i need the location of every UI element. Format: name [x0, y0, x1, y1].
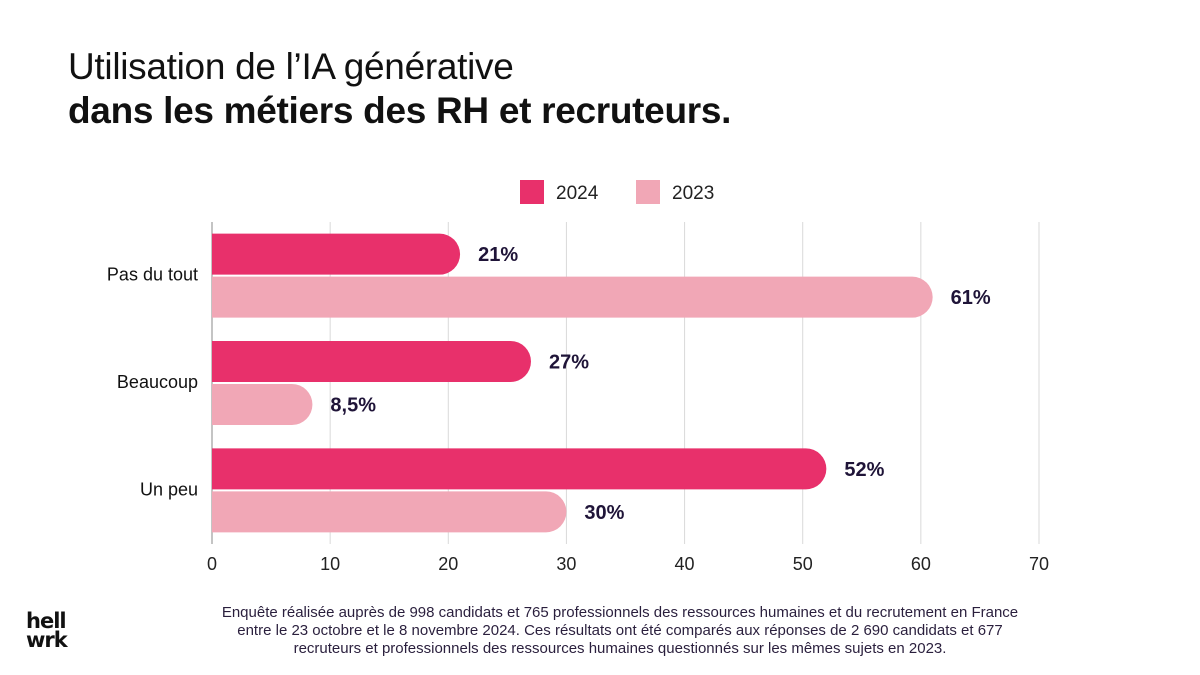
- x-tick-label: 20: [438, 554, 458, 574]
- legend-label: 2023: [672, 183, 714, 204]
- hellowork-logo: hell wrk: [26, 609, 68, 652]
- data-label: 52%: [844, 459, 884, 481]
- footnote: Enquête réalisée auprès de 998 candidats…: [140, 604, 1100, 658]
- gridlines: [211, 222, 1040, 544]
- footnote-line1: Enquête réalisée auprès de 998 candidats…: [221, 604, 1019, 621]
- legend-swatch-2023: [636, 180, 660, 204]
- x-tick-label: 40: [675, 554, 695, 574]
- footnote-line3: recruteurs et professionnels des ressour…: [293, 640, 947, 657]
- data-label: 27%: [549, 352, 589, 374]
- bars: 21% 61% 27% 8,5% 52% 30%: [212, 233, 991, 533]
- chart-title-line2: dans les métiers des RH et recruteurs.: [68, 90, 732, 131]
- category-label: Pas du tout: [107, 265, 198, 285]
- category-label: Un peu: [140, 479, 198, 499]
- chart-title-line1: Utilisation de l’IA générative: [68, 46, 514, 87]
- x-tick-label: 30: [556, 554, 576, 574]
- bar-2024-0: [212, 233, 461, 275]
- data-label: 61%: [951, 287, 991, 309]
- logo-line1: hell: [26, 609, 67, 633]
- legend: 2024 2023: [520, 180, 714, 204]
- x-tick-label: 10: [320, 554, 340, 574]
- x-tick-labels: 0 10 20 30 40 50 60 70: [207, 554, 1049, 574]
- x-tick-label: 60: [911, 554, 931, 574]
- category-labels: Pas du tout Beaucoup Un peu: [107, 265, 198, 500]
- data-label: 21%: [478, 244, 518, 266]
- bar-chart: 21% 61% 27% 8,5% 52% 30% Pas du tout Beaucoup U…: [107, 180, 1049, 574]
- data-label: 30%: [584, 502, 624, 524]
- x-tick-label: 70: [1029, 554, 1049, 574]
- x-tick-label: 50: [793, 554, 813, 574]
- bar-2023-2: [212, 491, 567, 533]
- bar-2023-1: [212, 384, 313, 425]
- x-tick-label: 0: [207, 554, 217, 574]
- bar-2024-2: [212, 448, 827, 490]
- category-label: Beaucoup: [117, 372, 198, 392]
- data-label: 8,5%: [330, 395, 376, 417]
- legend-swatch-2024: [520, 180, 544, 204]
- bar-2024-1: [212, 341, 531, 382]
- legend-label: 2024: [556, 183, 599, 204]
- footnote-line2: entre le 23 octobre et le 8 novembre 202…: [237, 622, 1003, 639]
- bar-2023-0: [212, 276, 933, 318]
- logo-line2: wrk: [26, 628, 68, 652]
